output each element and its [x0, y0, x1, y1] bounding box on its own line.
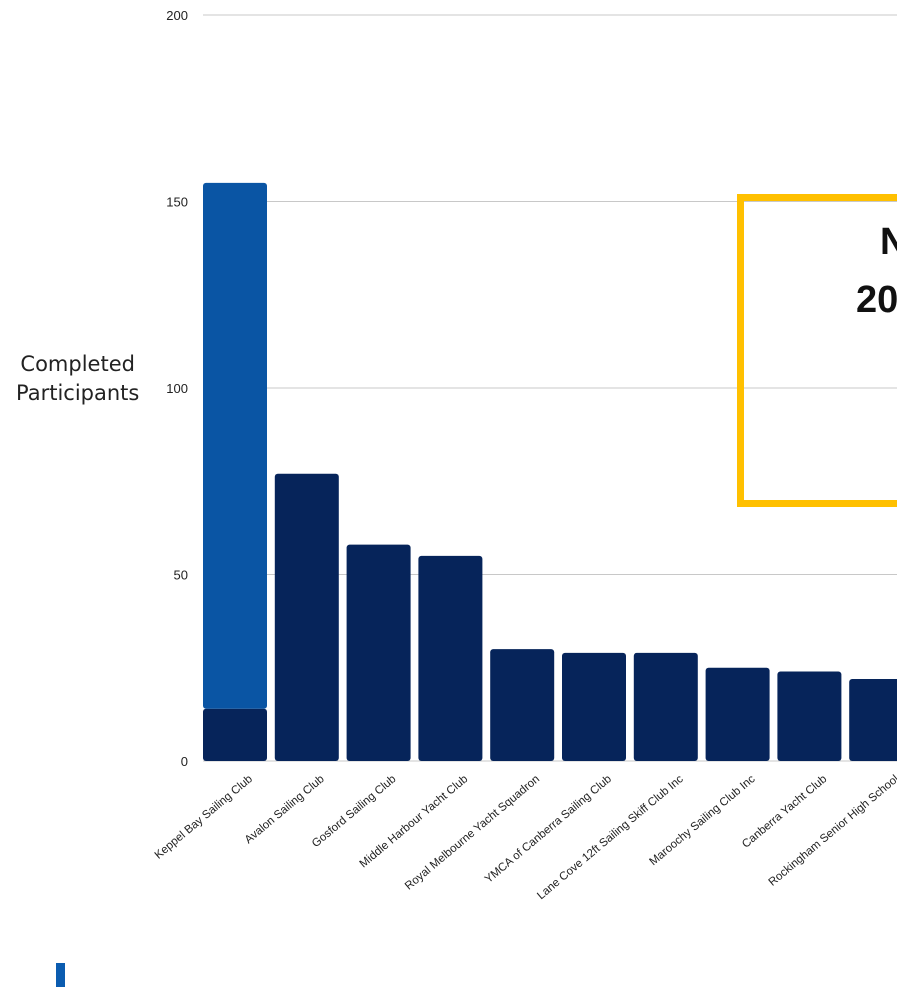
- x-tick-label: YMCA of Canberra Sailing Club: [483, 773, 614, 886]
- x-tick-label: Rockingham Senior High School: [767, 773, 897, 889]
- x-tick-label: Lane Cove 12ft Sailing Skiff Club Inc: [535, 773, 686, 902]
- bar-4-series-0: [490, 649, 555, 761]
- bar-2-series-0: [346, 544, 411, 761]
- y-tick-label: 50: [174, 568, 188, 583]
- y-tick-labels: 0 50 100 150 200: [166, 8, 188, 769]
- bar-0-series-0: [203, 708, 267, 761]
- bars: [203, 182, 897, 761]
- bar-3-series-0: [418, 555, 483, 761]
- y-tick-label: 0: [181, 754, 188, 769]
- callout-line-1: N: [880, 221, 897, 264]
- callout-line-2: 20: [856, 279, 897, 321]
- x-tick-label: Royal Melbourne Yacht Squadron: [403, 773, 542, 892]
- bar-5-series-0: [562, 652, 626, 761]
- x-tick-label: Avalon Sailing Club: [243, 773, 327, 846]
- y-tick-label: 150: [166, 195, 188, 210]
- y-tick-label: 100: [166, 381, 188, 396]
- bar-7-series-0: [705, 667, 770, 761]
- bar-9-series-0: [849, 678, 897, 761]
- bar-0-series-1: [203, 182, 267, 709]
- y-tick-label: 200: [166, 8, 188, 23]
- x-tick-label: Keppel Bay Sailing Club: [153, 773, 255, 862]
- bar-8-series-0: [777, 671, 842, 761]
- corner-mark: [56, 963, 65, 987]
- bar-6-series-0: [633, 652, 698, 761]
- bar-1-series-0: [274, 473, 339, 761]
- callout-box: N 20: [737, 194, 897, 507]
- y-axis-label: Completed Participants: [16, 352, 140, 405]
